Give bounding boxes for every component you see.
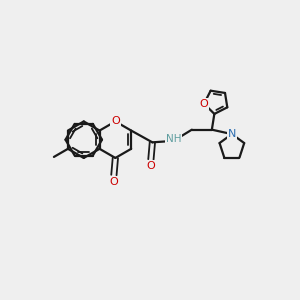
Text: O: O — [200, 99, 208, 109]
Text: O: O — [110, 176, 118, 187]
Text: O: O — [111, 116, 120, 126]
Text: NH: NH — [166, 134, 181, 144]
Text: O: O — [146, 161, 155, 171]
Text: N: N — [228, 129, 236, 139]
